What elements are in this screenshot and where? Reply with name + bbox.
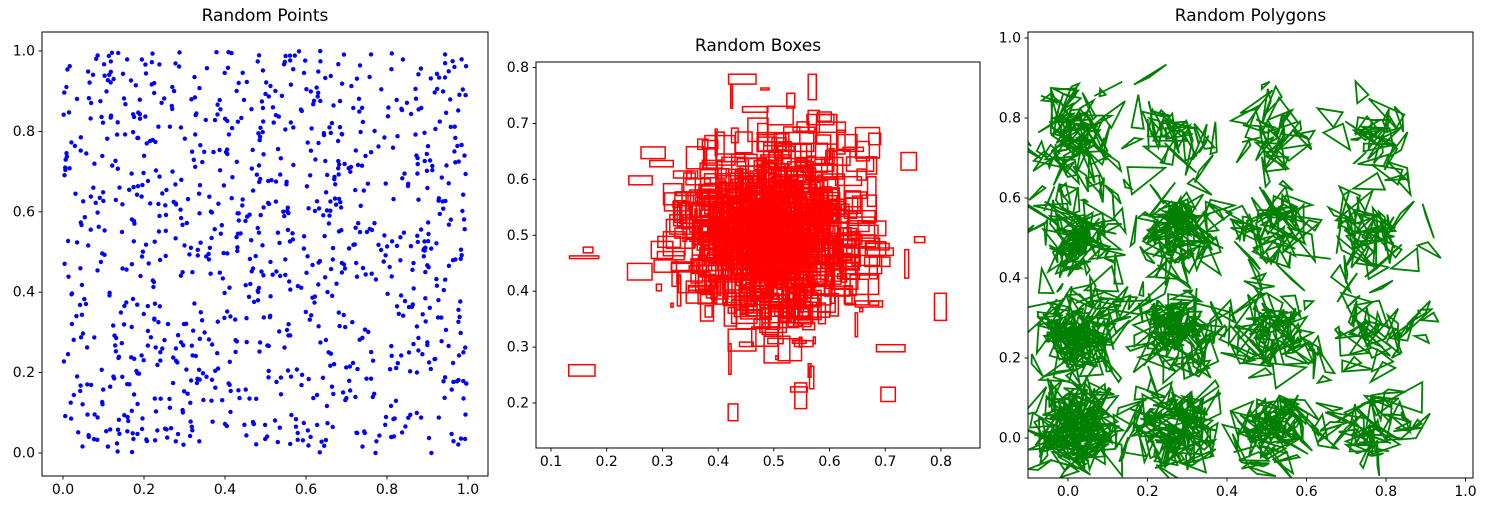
svg-text:0.4: 0.4: [214, 482, 236, 498]
svg-text:0.2: 0.2: [507, 395, 529, 411]
svg-text:0.6: 0.6: [295, 482, 317, 498]
svg-text:0.6: 0.6: [13, 204, 35, 220]
svg-text:0.5: 0.5: [507, 228, 529, 244]
svg-text:0.4: 0.4: [707, 454, 729, 470]
svg-text:0.2: 0.2: [596, 454, 618, 470]
chart-title-random-polygons: Random Polygons: [1174, 6, 1327, 26]
svg-text:0.8: 0.8: [13, 124, 35, 140]
svg-text:0.3: 0.3: [651, 454, 673, 470]
svg-text:0.8: 0.8: [999, 111, 1021, 127]
svg-text:0.5: 0.5: [763, 454, 785, 470]
svg-text:0.0: 0.0: [52, 482, 74, 498]
svg-text:1.0: 1.0: [13, 44, 35, 60]
svg-text:1.0: 1.0: [457, 482, 479, 498]
svg-text:0.2: 0.2: [999, 351, 1021, 367]
svg-text:0.1: 0.1: [540, 454, 562, 470]
chart-title-random-boxes: Random Boxes: [694, 36, 822, 56]
svg-text:0.2: 0.2: [13, 365, 35, 381]
svg-text:0.0: 0.0: [999, 431, 1021, 447]
svg-text:0.8: 0.8: [930, 454, 952, 470]
svg-text:1.0: 1.0: [999, 31, 1021, 47]
svg-text:0.7: 0.7: [507, 116, 529, 132]
svg-text:0.4: 0.4: [999, 271, 1021, 287]
svg-text:0.2: 0.2: [1136, 484, 1158, 500]
svg-text:1.0: 1.0: [1454, 484, 1476, 500]
svg-text:0.6: 0.6: [507, 172, 529, 188]
svg-text:0.6: 0.6: [1295, 484, 1317, 500]
svg-text:0.4: 0.4: [13, 285, 35, 301]
svg-text:0.3: 0.3: [507, 340, 529, 356]
svg-text:0.2: 0.2: [133, 482, 155, 498]
svg-text:0.8: 0.8: [376, 482, 398, 498]
svg-text:0.4: 0.4: [507, 284, 529, 300]
svg-text:0.8: 0.8: [507, 60, 529, 76]
chart-title-random-points: Random Points: [201, 6, 329, 26]
svg-text:0.6: 0.6: [818, 454, 840, 470]
svg-text:0.8: 0.8: [1375, 484, 1397, 500]
svg-text:0.4: 0.4: [1216, 484, 1238, 500]
svg-text:0.0: 0.0: [1057, 484, 1079, 500]
svg-text:0.7: 0.7: [874, 454, 896, 470]
svg-text:0.6: 0.6: [999, 191, 1021, 207]
svg-text:0.0: 0.0: [13, 446, 35, 462]
